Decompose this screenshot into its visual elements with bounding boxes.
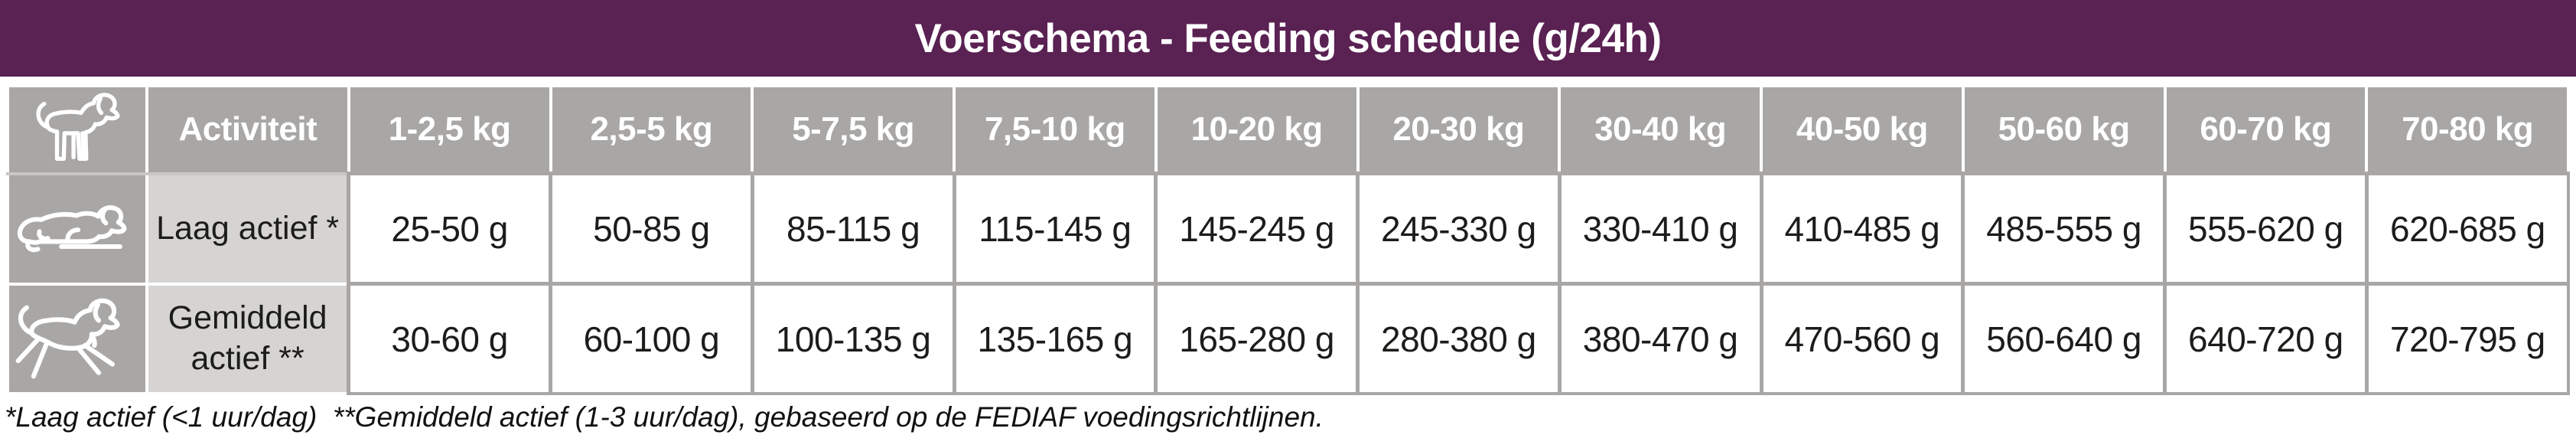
feeding-value-cell: 380-470 g [1557,282,1763,395]
column-header-weight: 5-7,5 kg [751,84,956,175]
row-icon-cell [6,282,148,395]
column-header-weight: 60-70 kg [2163,84,2369,175]
feeding-value-cell: 30-60 g [347,282,552,395]
header-row: Activiteit 1-2,5 kg 2,5-5 kg 5-7,5 kg 7,… [6,84,2570,175]
row-icon-cell [6,172,148,286]
feeding-value-cell: 25-50 g [347,172,552,286]
feeding-value-cell: 470-560 g [1759,282,1965,395]
standing-dog-icon [36,93,120,162]
column-header-weight: 1-2,5 kg [347,84,552,175]
column-header-weight: 20-30 kg [1356,84,1562,175]
running-dog-icon [15,298,120,379]
feeding-value-cell: 280-380 g [1356,282,1562,395]
feeding-value-cell: 60-100 g [549,282,754,395]
feeding-value-cell: 50-85 g [549,172,754,286]
column-header-weight: 30-40 kg [1558,84,1763,175]
column-header-weight: 50-60 kg [1961,84,2167,175]
feeding-value-cell: 720-795 g [2364,282,2570,395]
feeding-value-cell: 410-485 g [1759,172,1965,286]
column-header-weight: 7,5-10 kg [953,84,1158,175]
feeding-table: Activiteit 1-2,5 kg 2,5-5 kg 5-7,5 kg 7,… [6,84,2570,395]
feeding-value-cell: 145-245 g [1154,172,1360,286]
feeding-value-cell: 485-555 g [1961,172,2167,286]
column-header-weight: 2,5-5 kg [549,84,754,175]
feeding-value-cell: 85-115 g [750,172,956,286]
table-row-medium-active: Gemiddeld actief ** 30-60 g 60-100 g 100… [6,282,2570,395]
feeding-value-cell: 245-330 g [1356,172,1562,286]
lying-dog-icon [17,204,127,252]
column-header-weight: 40-50 kg [1760,84,1965,175]
feeding-value-cell: 640-720 g [2163,282,2369,395]
activity-label: Laag actief * [145,172,350,286]
feeding-value-cell: 620-685 g [2364,172,2570,286]
column-header-activiteit: Activiteit [145,84,350,175]
title-bar: Voerschema - Feeding schedule (g/24h) [0,0,2576,77]
feeding-value-cell: 165-280 g [1154,282,1360,395]
feeding-value-cell: 330-410 g [1557,172,1763,286]
feeding-value-cell: 555-620 g [2163,172,2369,286]
footnote: *Laag actief (<1 uur/dag) **Gemiddeld ac… [5,401,1324,433]
feeding-value-cell: 100-135 g [750,282,956,395]
feeding-value-cell: 560-640 g [1961,282,2167,395]
page-title: Voerschema - Feeding schedule (g/24h) [914,15,1662,61]
activity-label: Gemiddeld actief ** [145,282,350,395]
feeding-value-cell: 135-165 g [952,282,1158,395]
column-header-weight: 10-20 kg [1154,84,1360,175]
corner-icon-cell [6,84,148,175]
column-header-weight: 70-80 kg [2365,84,2570,175]
feeding-value-cell: 115-145 g [952,172,1158,286]
table-row-low-active: Laag actief * 25-50 g 50-85 g 85-115 g 1… [6,172,2570,286]
